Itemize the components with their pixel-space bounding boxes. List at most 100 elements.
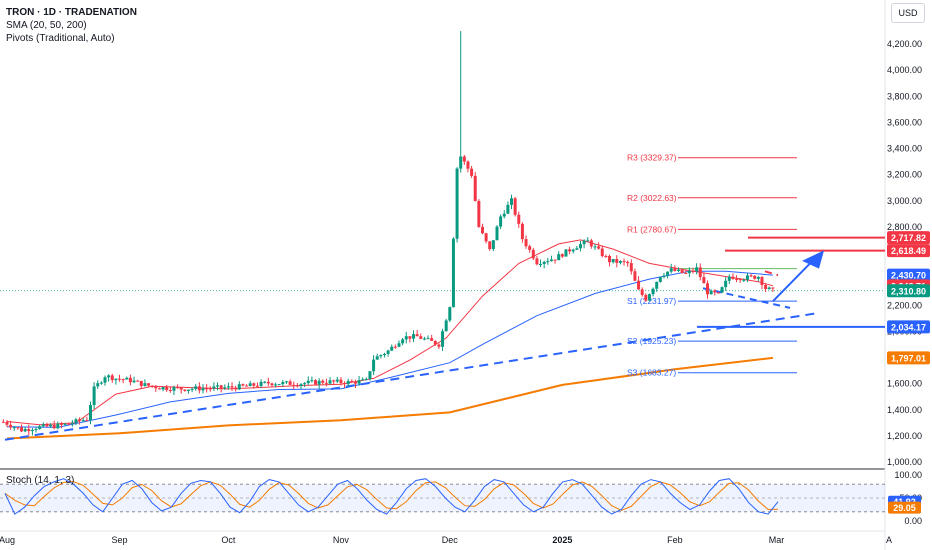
candle-body bbox=[466, 161, 470, 169]
pivot-label: S1 (2231.97) bbox=[627, 296, 676, 306]
candle-body bbox=[578, 244, 582, 249]
candle-body bbox=[749, 275, 753, 277]
sma-legend[interactable]: SMA (20, 50, 200) bbox=[6, 20, 87, 31]
candle-body bbox=[45, 424, 49, 427]
time-axis[interactable]: Aug Sep Oct Nov Dec 2025 Feb Mar A bbox=[0, 535, 892, 545]
candle-body bbox=[324, 382, 328, 384]
candle-body bbox=[513, 198, 517, 215]
candle-body bbox=[197, 386, 201, 391]
candle-body bbox=[161, 387, 165, 390]
candle-body bbox=[332, 380, 336, 382]
candle-body bbox=[179, 387, 183, 390]
candle-body bbox=[568, 249, 572, 252]
candle-body bbox=[499, 216, 503, 227]
candle-body bbox=[310, 380, 314, 382]
candle-body bbox=[346, 381, 350, 385]
time-tick-label: Dec bbox=[442, 535, 459, 545]
candle-body bbox=[727, 276, 731, 281]
candle-body bbox=[546, 261, 550, 263]
price-tick-label: 3,400.00 bbox=[887, 144, 922, 154]
candle-body bbox=[81, 420, 85, 422]
candle-body bbox=[557, 254, 561, 261]
candle-body bbox=[422, 338, 426, 340]
pivot-label: R3 (3329.37) bbox=[627, 153, 677, 163]
candle-body bbox=[288, 381, 292, 385]
candle-body bbox=[655, 281, 659, 289]
price-tick-label: 2,200.00 bbox=[887, 300, 922, 310]
candle-body bbox=[771, 287, 775, 289]
stochastic-legend[interactable]: Stoch (14, 1, 3) bbox=[6, 475, 75, 486]
candle-body bbox=[644, 294, 648, 301]
candle-body bbox=[611, 259, 615, 263]
candle-body bbox=[59, 423, 63, 425]
candle-body bbox=[651, 288, 655, 295]
candle-body bbox=[404, 336, 408, 340]
currency-button[interactable]: USD bbox=[891, 3, 925, 23]
candle-body bbox=[756, 277, 760, 279]
candle-body bbox=[255, 385, 259, 387]
candle-body bbox=[328, 380, 332, 384]
candle-body bbox=[125, 377, 129, 380]
pivots-layer: R3 (3329.37) R2 (3022.63) R1 (2780.67) S1 (… bbox=[627, 153, 797, 378]
candle-body bbox=[426, 338, 430, 340]
candle-body bbox=[382, 353, 386, 356]
candle-body bbox=[165, 387, 169, 391]
candle-body bbox=[753, 275, 757, 279]
price-badges: 41.9229.052,717.822,618.492,430.702,348.… bbox=[887, 231, 930, 514]
stoch-band bbox=[0, 484, 885, 512]
candle-body bbox=[637, 280, 641, 290]
candle-body bbox=[92, 386, 96, 406]
candle-body bbox=[241, 384, 245, 386]
candle-body bbox=[237, 384, 241, 390]
candle-body bbox=[5, 421, 9, 425]
candle-body bbox=[143, 383, 147, 386]
candle-body bbox=[34, 429, 38, 431]
symbol-title[interactable]: TRON · 1D · TRADENATION bbox=[6, 7, 137, 18]
candle-body bbox=[735, 278, 739, 280]
pivot-label: S2 (1925.23) bbox=[627, 336, 676, 346]
price-badge bbox=[887, 268, 930, 282]
candle-body bbox=[121, 379, 125, 381]
candle-body bbox=[219, 385, 223, 389]
candle-body bbox=[230, 386, 234, 388]
time-tick-label: Sep bbox=[112, 535, 128, 545]
candle-body bbox=[295, 385, 299, 387]
price-tick-label: 1,400.00 bbox=[887, 405, 922, 415]
candle-body bbox=[582, 240, 586, 245]
candle-body bbox=[30, 430, 34, 432]
candle-body bbox=[350, 381, 354, 383]
price-tick-label: 1,000.00 bbox=[887, 457, 922, 467]
sma20-line bbox=[6, 239, 774, 426]
candle-body bbox=[357, 380, 361, 384]
candle-body bbox=[433, 340, 437, 345]
candle-body bbox=[666, 271, 670, 276]
candle-body bbox=[56, 423, 60, 429]
candle-body bbox=[549, 259, 553, 262]
price-tick-label: 2,800.00 bbox=[887, 222, 922, 232]
stochastic-panel bbox=[0, 478, 885, 515]
candle-body bbox=[364, 378, 368, 380]
price-tick-label: 3,000.00 bbox=[887, 196, 922, 206]
candle-body bbox=[248, 383, 252, 387]
candle-body bbox=[506, 204, 510, 214]
price-badge bbox=[887, 284, 930, 298]
candle-body bbox=[110, 375, 114, 381]
stoch-tick-label: 100.00 bbox=[894, 470, 922, 480]
pivots-legend[interactable]: Pivots (Traditional, Auto) bbox=[6, 33, 115, 44]
candle-body bbox=[20, 427, 24, 432]
pivot-label: R1 (2780.67) bbox=[627, 224, 677, 234]
candle-body bbox=[147, 383, 151, 386]
candle-body bbox=[103, 377, 107, 383]
candle-body bbox=[292, 384, 296, 386]
candle-body bbox=[353, 381, 357, 384]
candle-body bbox=[586, 240, 590, 242]
candle-body bbox=[462, 156, 466, 162]
candle-body bbox=[375, 356, 379, 360]
candle-body bbox=[622, 261, 626, 263]
time-tick-label: Feb bbox=[667, 535, 683, 545]
candle-body bbox=[41, 424, 45, 427]
price-tick-label: 4,200.00 bbox=[887, 39, 922, 49]
price-badge-text: 2,717.82 bbox=[891, 233, 926, 243]
candle-body bbox=[560, 254, 564, 257]
